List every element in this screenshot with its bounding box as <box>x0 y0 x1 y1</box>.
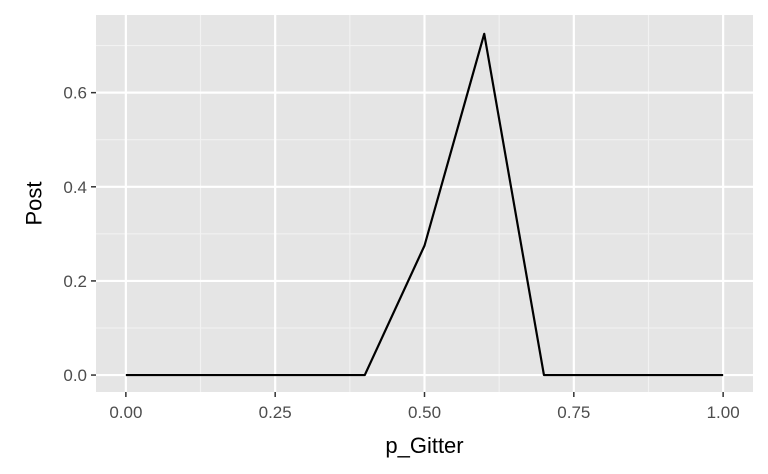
y-tick-label: 0.4 <box>63 178 87 197</box>
x-axis: 0.00 0.25 0.50 0.75 1.00 <box>109 392 740 422</box>
y-axis-title: Post <box>22 181 47 225</box>
x-axis-title: p_Gitter <box>385 433 463 458</box>
x-tick-label: 1.00 <box>707 403 740 422</box>
y-axis: 0.0 0.2 0.4 0.6 <box>63 84 96 385</box>
y-tick-label: 0.0 <box>63 366 87 385</box>
x-tick-label: 0.00 <box>109 403 142 422</box>
x-tick-label: 0.50 <box>408 403 441 422</box>
series-line <box>125 32 724 377</box>
x-tick-label: 0.75 <box>557 403 590 422</box>
y-tick-label: 0.2 <box>63 272 87 291</box>
series-layer <box>125 32 724 377</box>
y-tick-label: 0.6 <box>63 84 87 103</box>
x-tick-label: 0.25 <box>259 403 292 422</box>
